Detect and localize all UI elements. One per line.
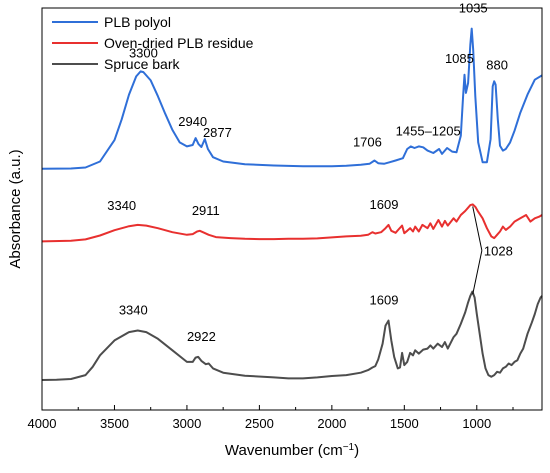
x-axis-title: Wavenumber (cm−1) [225, 442, 359, 460]
annotation-leaders [472, 206, 483, 295]
series-line-1 [41, 27, 543, 170]
peak-label-13: 3340 [119, 303, 148, 318]
y-axis-title: Absorbance (a.u.) [7, 149, 24, 268]
x-tick-label-1000: 1000 [462, 416, 491, 431]
peak-label-11: 1609 [370, 197, 399, 212]
x-axis-title-close: ) [354, 442, 359, 459]
x-axis-ticks: 4000 3500 3000 2500 2000 1500 1000 [28, 405, 514, 431]
x-tick-label-2500: 2500 [245, 416, 274, 431]
peak-label-10: 2911 [192, 203, 220, 218]
peak-label-4: 1706 [353, 135, 382, 150]
peak-annotations: 33002940287717061455–1205108510358803340… [107, 1, 513, 344]
x-tick-label-3500: 3500 [100, 416, 129, 431]
x-tick-label-1500: 1500 [390, 416, 419, 431]
leader-line-red [472, 206, 483, 251]
peak-label-15: 1609 [370, 293, 399, 308]
peak-label-3: 2877 [203, 125, 232, 140]
series-line-3 [41, 290, 543, 381]
peak-label-12: 1028 [484, 244, 513, 259]
x-axis-title-main: Wavenumber (cm [225, 442, 343, 459]
series-line-2 [41, 203, 543, 243]
peak-label-5: 1455–1205 [396, 123, 461, 138]
peak-label-9: 3340 [107, 198, 136, 213]
legend-label-1: PLB polyol [104, 14, 171, 30]
series-lines [41, 27, 543, 381]
peak-label-1: 3300 [129, 45, 158, 60]
leader-line-black [472, 250, 483, 295]
x-tick-label-3000: 3000 [172, 416, 201, 431]
x-tick-label-2000: 2000 [317, 416, 346, 431]
peak-label-8: 880 [486, 57, 508, 72]
peak-label-6: 1085 [445, 51, 474, 66]
peak-label-14: 2922 [187, 329, 216, 344]
legend-label-2: Oven-dried PLB residue [104, 35, 254, 51]
legend: PLB polyol Oven-dried PLB residue Spruce b… [52, 14, 254, 72]
legend-label-3: Spruce bark [104, 56, 180, 72]
x-axis-title-superscript: −1 [343, 442, 355, 453]
plot-frame [41, 7, 543, 411]
peak-label-2: 2940 [178, 114, 207, 129]
x-tick-label-4000: 4000 [28, 416, 57, 431]
